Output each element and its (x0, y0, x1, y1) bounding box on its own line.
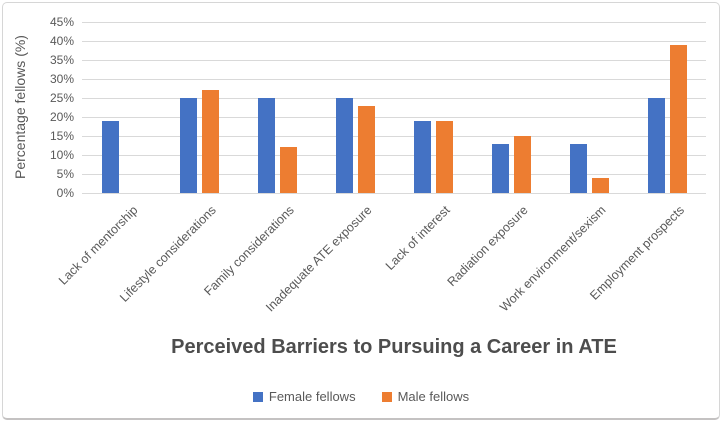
bar-female-fellows (647, 98, 665, 193)
x-category-label: Radiation exposure (444, 203, 531, 290)
y-tick-label: 40% (49, 34, 74, 48)
gridline (82, 173, 706, 175)
gridline (82, 40, 706, 42)
y-tick-label: 15% (49, 129, 74, 143)
legend-item: Female fellows (252, 389, 356, 404)
gridline (82, 21, 706, 23)
gridline (82, 154, 706, 156)
gridline (82, 116, 706, 118)
bar-female-fellows (569, 143, 587, 193)
legend-item: Male fellows (381, 389, 470, 404)
bar-male-fellows (279, 147, 297, 193)
gridline (82, 59, 706, 61)
legend-label: Female fellows (268, 389, 356, 404)
bar-female-fellows (413, 120, 431, 193)
x-category-label: Lack of mentorship (56, 203, 141, 288)
gridline (82, 135, 706, 137)
y-tick-label: 10% (49, 148, 74, 162)
y-tick-label: 0% (56, 186, 74, 200)
bar-female-fellows (257, 98, 275, 193)
gridline (82, 97, 706, 99)
plot-area: 0% 5% 10% 15% 20% 25% 30% 35% 40% 45% Lack of ment… (50, 15, 706, 314)
bar-male-fellows (513, 136, 531, 193)
y-tick-label: 5% (56, 167, 74, 181)
bar-female-fellows (491, 143, 509, 193)
y-tick-label: 45% (49, 15, 74, 29)
bar-male-fellows (591, 177, 609, 193)
bar-male-fellows (669, 44, 687, 193)
gridline (82, 192, 706, 194)
bar-male-fellows (357, 105, 375, 193)
legend: Female fellows Male fellows (3, 389, 719, 404)
bar-female-fellows (101, 120, 119, 193)
bar-male-fellows (435, 120, 453, 193)
bar-female-fellows (335, 98, 353, 193)
gridline (82, 78, 706, 80)
bar-female-fellows (179, 98, 197, 193)
y-tick-label: 20% (49, 110, 74, 124)
y-tick-label: 25% (49, 91, 74, 105)
bar-male-fellows (201, 90, 219, 193)
legend-label: Male fellows (397, 389, 470, 404)
y-axis-title: Percentage fellows (%) (12, 35, 28, 179)
legend-swatch-icon (381, 391, 392, 402)
y-tick-label: 35% (49, 53, 74, 67)
legend-swatch-icon (252, 391, 263, 402)
y-tick-label: 30% (49, 72, 74, 86)
chart-title: Perceived Barriers to Pursuing a Career … (171, 336, 617, 358)
x-category-label: Lack of interest (383, 203, 453, 273)
